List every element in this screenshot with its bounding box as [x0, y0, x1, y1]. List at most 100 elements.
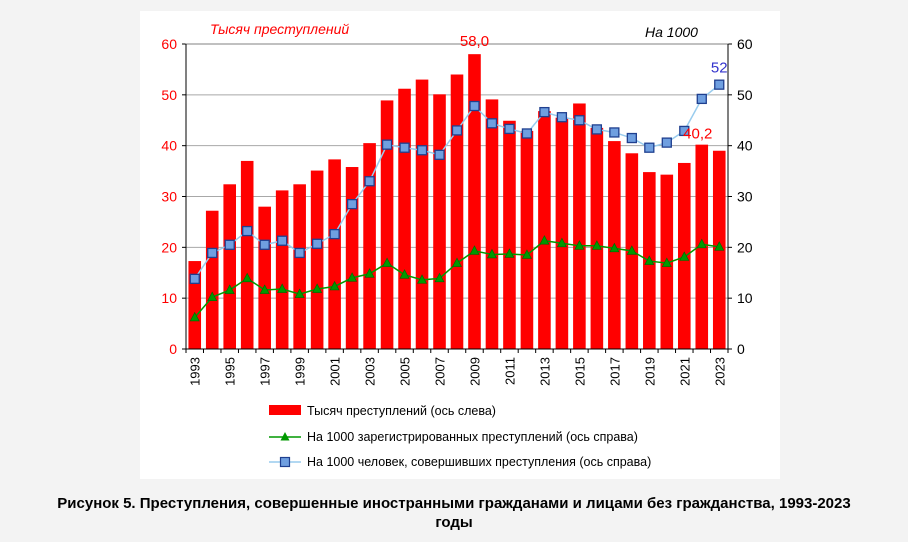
registered-marker [521, 249, 532, 259]
y-right-tick-label: 60 [737, 36, 753, 52]
bar [485, 99, 499, 350]
legend-label-registered: На 1000 зарегистрированных преступлений … [307, 430, 638, 444]
x-tick-label: 2001 [328, 357, 343, 386]
registered-marker [469, 245, 480, 255]
registered-marker [277, 283, 288, 293]
persons-marker [189, 273, 200, 285]
legend-marker-persons [279, 456, 291, 468]
legend-swatch-bars [269, 405, 301, 415]
bar [310, 170, 324, 349]
persons-marker [679, 125, 690, 137]
x-tick-label: 2013 [537, 357, 552, 386]
registered-marker [259, 284, 270, 294]
chart-panel: 0 0 10 10 20 20 30 30 40 40 50 50 60 60 1993 1995 1997 19… [140, 11, 780, 479]
figure-caption-line1: Рисунок 5. Преступления, совершенные ино… [57, 495, 851, 512]
bar [240, 160, 254, 349]
persons-marker [277, 235, 288, 246]
bar [555, 117, 569, 349]
persons-marker [259, 239, 270, 250]
registered-marker [644, 255, 655, 265]
persons-marker [381, 139, 393, 150]
persons-marker [609, 127, 620, 138]
bar [573, 103, 586, 349]
bar [503, 120, 516, 349]
persons-marker [591, 124, 603, 135]
bar [345, 167, 359, 349]
registered-marker [556, 237, 567, 248]
registered-marker [626, 245, 637, 255]
persons-marker [434, 149, 445, 160]
bar [205, 210, 219, 349]
data-label: 40,2 [683, 126, 712, 143]
registered-marker [679, 251, 690, 261]
y-right-tick-label: 20 [737, 239, 753, 255]
bar [223, 184, 237, 349]
bar [450, 74, 464, 349]
left-axis-title: Тысяч преступлений [210, 21, 349, 37]
x-tick-label: 2023 [712, 357, 727, 386]
bar [538, 111, 551, 349]
registered-marker [347, 272, 358, 282]
y-right-tick-label: 0 [737, 341, 745, 357]
bar [293, 184, 306, 349]
bar [380, 100, 394, 349]
persons-marker [399, 142, 410, 153]
x-tick-label: 2015 [572, 357, 587, 386]
registered-marker [207, 291, 218, 301]
registered-marker [661, 257, 672, 267]
registered-marker [399, 269, 410, 279]
registered-marker [382, 257, 393, 267]
y-left-tick-label: 60 [161, 36, 177, 52]
bar [275, 190, 289, 349]
legend-marker-registered [280, 432, 290, 441]
y-right-tick-label: 50 [737, 87, 753, 103]
x-tick-label: 2009 [467, 357, 482, 386]
registered-marker [714, 241, 725, 251]
persons-marker [626, 132, 637, 144]
legend-label-persons: На 1000 человек, совершивших преступлени… [307, 455, 651, 469]
registered-marker [312, 283, 323, 293]
x-tick-label: 1993 [188, 357, 203, 386]
bar [363, 143, 376, 349]
registered-marker [329, 280, 340, 291]
x-tick-label: 2003 [363, 357, 378, 386]
registered-marker [224, 284, 235, 294]
bar [398, 88, 411, 349]
figure-caption-line2: годы [435, 514, 473, 531]
persons-marker [539, 106, 550, 118]
registered-marker [574, 240, 585, 250]
bar [468, 54, 481, 350]
persons-marker [451, 125, 463, 136]
legend-label-bars: Тысяч преступлений (ось слева) [307, 404, 496, 418]
right-axis-title: На 1000 [645, 24, 698, 40]
registered-marker [591, 240, 602, 250]
registered-marker [539, 235, 550, 245]
persons-marker [346, 198, 358, 210]
registered-marker [189, 311, 200, 322]
registered-marker [417, 274, 428, 284]
data-label: 52 [711, 60, 728, 77]
persons-marker [486, 118, 498, 129]
persons-marker [294, 247, 305, 259]
bar [590, 127, 604, 349]
registered-marker [609, 242, 620, 253]
y-left-tick-label: 40 [161, 138, 177, 154]
x-tick-label: 1997 [258, 357, 273, 386]
chart: 0 0 10 10 20 20 30 30 40 40 50 50 60 60 1993 1995 1997 19… [161, 21, 753, 469]
registered-marker [434, 272, 445, 283]
figure-caption: Рисунок 5. Преступления, совершенные ино… [0, 494, 908, 532]
persons-marker [504, 123, 515, 135]
persons-marker [521, 128, 533, 139]
persons-marker [329, 228, 340, 240]
persons-marker [242, 225, 253, 237]
persons-marker [644, 142, 655, 153]
persons-marker [556, 112, 568, 123]
registered-marker [696, 238, 707, 249]
y-right-tick-label: 10 [737, 290, 753, 306]
y-left-tick-label: 20 [161, 239, 177, 255]
bar [415, 79, 429, 349]
registered-marker [294, 288, 305, 298]
x-tick-label: 2007 [433, 357, 448, 386]
x-tick-label: 2005 [398, 357, 413, 386]
persons-marker [311, 238, 323, 249]
